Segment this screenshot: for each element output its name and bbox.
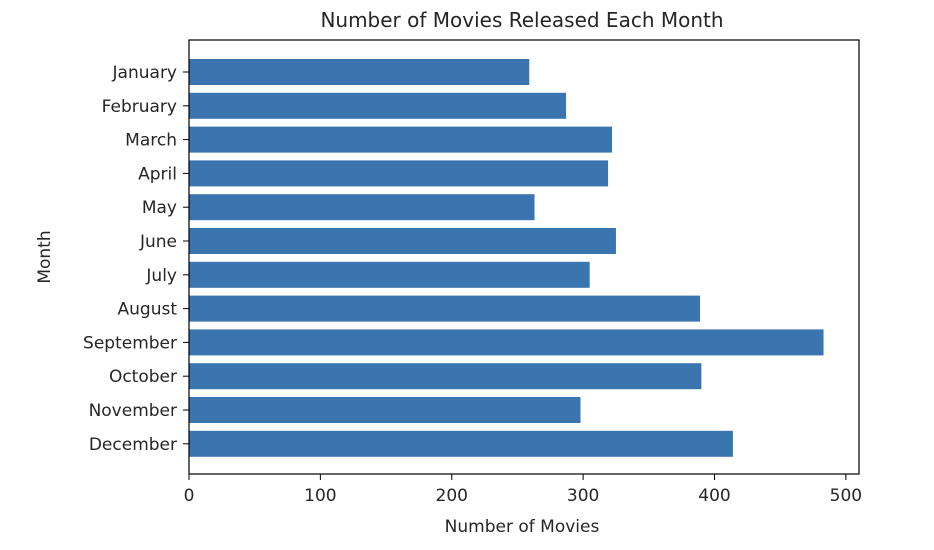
- bar-august: [189, 295, 701, 322]
- chart-title: Number of Movies Released Each Month: [320, 8, 723, 32]
- plot-frame: [188, 39, 860, 475]
- y-tick-label-may: May: [142, 198, 177, 218]
- bar-november: [189, 397, 581, 423]
- x-tick-label-0: 0: [184, 486, 195, 506]
- y-tick-label-november: November: [89, 401, 177, 421]
- y-tick-label-april: April: [138, 164, 177, 184]
- y-tick-label-october: October: [109, 367, 177, 387]
- bar-may: [189, 194, 535, 221]
- y-tick-label-february: February: [102, 97, 177, 117]
- bar-october: [189, 363, 702, 390]
- y-tick-label-march: March: [125, 131, 177, 151]
- y-tick-label-august: August: [118, 300, 178, 320]
- bar-june: [189, 228, 616, 254]
- bar-march: [189, 126, 613, 153]
- bar-july: [189, 261, 590, 288]
- y-tick-label-december: December: [89, 435, 177, 455]
- y-tick-label-july: July: [145, 266, 177, 286]
- y-tick-label-june: June: [139, 232, 177, 252]
- x-tick-label-400: 400: [698, 486, 730, 506]
- x-tick-label-300: 300: [567, 486, 599, 506]
- x-tick-label-100: 100: [304, 486, 336, 506]
- y-axis-label: Month: [35, 230, 55, 283]
- x-axis: 0 100 200 300 400 500: [184, 474, 862, 506]
- bars-layer: [189, 59, 824, 457]
- y-axis: January February March April May June July Augu…: [83, 63, 189, 455]
- bar-december: [189, 430, 733, 457]
- y-tick-label-january: January: [112, 63, 177, 83]
- bar-february: [189, 92, 567, 119]
- x-tick-label-200: 200: [436, 486, 468, 506]
- y-tick-label-september: September: [83, 333, 177, 353]
- bar-september: [189, 329, 824, 356]
- x-tick-label-500: 500: [830, 486, 862, 506]
- bar-april: [189, 160, 609, 187]
- x-axis-label: Number of Movies: [445, 517, 600, 537]
- bar-january: [189, 59, 530, 85]
